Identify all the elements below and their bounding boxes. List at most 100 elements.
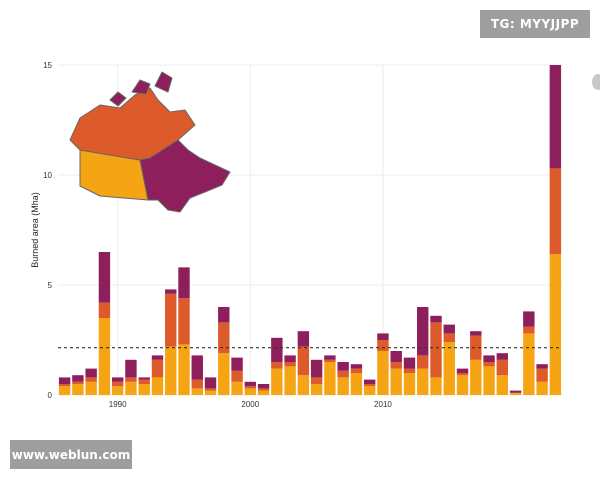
- x-tick-label: 2010: [374, 400, 392, 409]
- bar-1993-segment-2: [151, 359, 164, 378]
- bar-2019-segment-3: [496, 353, 509, 360]
- bar-2004-segment-2: [297, 346, 310, 376]
- bar-2002-segment-2: [271, 362, 283, 369]
- bar-1999-segment-2: [231, 370, 243, 382]
- bar-2000-segment-2: [244, 386, 257, 389]
- bar-2010-segment-2: [377, 340, 389, 351]
- bar-2003-segment-1: [284, 366, 296, 395]
- bar-1990-segment-3: [111, 377, 124, 382]
- bar-2012-segment-3: [403, 357, 416, 369]
- bar-2000-segment-3: [244, 381, 257, 387]
- bar-2017-segment-1: [470, 359, 482, 395]
- bar-2009-segment-1: [363, 386, 376, 395]
- watermark-bottom-left: www.weblun.com: [10, 440, 132, 469]
- bar-2020-segment-1: [509, 392, 522, 395]
- bar-2021-segment-1: [523, 333, 535, 395]
- bar-2010-segment-3: [377, 333, 389, 340]
- bar-1998-segment-2: [218, 322, 230, 354]
- bar-2009-segment-3: [363, 379, 376, 384]
- bar-2012-segment-1: [403, 373, 416, 395]
- bar-2013-segment-1: [417, 368, 429, 395]
- bar-1990-segment-1: [111, 386, 124, 395]
- bar-1998-segment-3: [218, 307, 230, 323]
- bar-2014-segment-2: [430, 322, 442, 378]
- bar-1995-segment-3: [178, 267, 190, 299]
- bar-2001-segment-2: [257, 388, 270, 391]
- bar-2015-segment-3: [443, 324, 455, 334]
- bar-1997-segment-3: [204, 377, 217, 389]
- bar-1987-segment-1: [72, 384, 84, 395]
- y-axis-label: Burned area (Mha): [30, 192, 40, 268]
- bar-1992-segment-3: [138, 377, 150, 380]
- bar-1990-segment-2: [111, 381, 124, 387]
- bar-1994-segment-3: [165, 289, 177, 294]
- bar-2013-segment-2: [417, 355, 429, 369]
- bar-2001-segment-3: [257, 384, 270, 389]
- bar-2008-segment-1: [350, 373, 363, 395]
- bar-2007-segment-3: [337, 362, 349, 371]
- bar-1997-segment-1: [204, 390, 217, 395]
- bar-1986-segment-3: [58, 377, 71, 384]
- watermark-top-right: TG: MYYJJPP: [480, 10, 590, 38]
- bar-2019-segment-1: [496, 375, 509, 395]
- bar-2006-segment-1: [324, 362, 336, 395]
- bar-2022-segment-3: [536, 364, 548, 369]
- bar-2015-segment-1: [443, 342, 455, 395]
- bar-1991-segment-2: [125, 377, 137, 382]
- bars: [58, 65, 562, 395]
- bar-2016-segment-1: [456, 375, 469, 395]
- bar-1994-segment-1: [165, 346, 177, 395]
- bar-2023-segment-2: [549, 168, 562, 255]
- bar-2013-segment-3: [417, 307, 429, 356]
- bar-2008-segment-2: [350, 368, 363, 373]
- bar-2011-segment-1: [390, 368, 402, 395]
- bar-1989-segment-2: [98, 302, 111, 318]
- map-islands: [109, 71, 173, 107]
- bar-2021-segment-2: [523, 326, 535, 334]
- bar-2011-segment-2: [390, 362, 402, 369]
- bar-2005-segment-1: [310, 384, 323, 395]
- bar-1995-segment-1: [178, 344, 190, 395]
- bar-2015-segment-2: [443, 333, 455, 343]
- bar-1999-segment-3: [231, 357, 243, 371]
- bar-1991-segment-1: [125, 381, 137, 395]
- y-axis: 0 5 10 15: [43, 61, 52, 400]
- bar-2022-segment-2: [536, 368, 548, 382]
- bar-1994-segment-2: [165, 293, 177, 347]
- bar-2004-segment-3: [297, 331, 310, 347]
- bar-1986-segment-2: [58, 384, 71, 387]
- x-tick-label: 1990: [109, 400, 127, 409]
- bar-1997-segment-2: [204, 388, 217, 391]
- canada-map-icon: [69, 71, 231, 213]
- bar-2001-segment-1: [257, 390, 270, 395]
- bar-2023-segment-3: [549, 65, 562, 169]
- bar-1999-segment-1: [231, 381, 243, 395]
- bar-2020-segment-3: [509, 390, 522, 393]
- bar-2008-segment-3: [350, 364, 363, 369]
- y-tick-label: 0: [48, 391, 53, 400]
- bar-2017-segment-2: [470, 335, 482, 360]
- bar-1987-segment-2: [72, 381, 84, 384]
- map-region-east: [139, 139, 231, 213]
- bar-1986-segment-1: [58, 386, 71, 395]
- y-tick-label: 15: [43, 61, 52, 70]
- bar-2007-segment-1: [337, 377, 349, 395]
- bar-1996-segment-3: [191, 355, 203, 380]
- bar-2018-segment-2: [483, 362, 495, 367]
- bar-2022-segment-1: [536, 381, 548, 395]
- bar-1988-segment-2: [85, 377, 97, 382]
- bar-2010-segment-1: [377, 351, 389, 395]
- x-tick-label: 2000: [241, 400, 259, 409]
- bar-2014-segment-3: [430, 315, 442, 323]
- scroll-indicator: [592, 74, 600, 90]
- bar-2003-segment-2: [284, 362, 296, 367]
- bar-2011-segment-3: [390, 351, 402, 362]
- bar-2006-segment-2: [324, 359, 336, 362]
- bar-1987-segment-3: [72, 375, 84, 382]
- x-axis: 1990 2000 2010: [109, 400, 393, 409]
- bar-2003-segment-3: [284, 355, 296, 362]
- bar-2002-segment-1: [271, 368, 283, 395]
- bar-1988-segment-1: [85, 381, 97, 395]
- bar-2019-segment-2: [496, 359, 509, 376]
